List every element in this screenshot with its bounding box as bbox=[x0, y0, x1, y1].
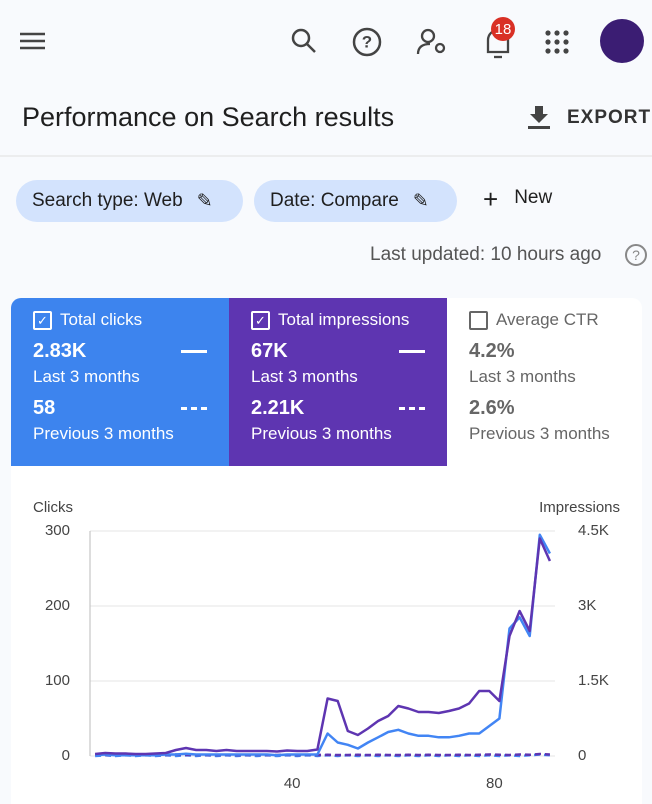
x-tick-label: 80 bbox=[486, 775, 503, 792]
help-icon[interactable]: ? bbox=[625, 244, 647, 266]
metric-previous: 58 bbox=[33, 397, 207, 420]
settings-icon[interactable] bbox=[416, 28, 446, 55]
filter-chip[interactable]: Date: Compare ✎ bbox=[254, 180, 457, 222]
apps-icon[interactable] bbox=[545, 30, 569, 54]
legend-solid bbox=[181, 350, 207, 353]
y2-tick-label: 3K bbox=[578, 597, 596, 614]
metric-label: Total clicks bbox=[60, 310, 143, 329]
legend-solid bbox=[399, 350, 425, 353]
metric-period: Last 3 months bbox=[33, 367, 140, 386]
page-title: Performance on Search results bbox=[22, 102, 395, 132]
y-tick-label: 300 bbox=[45, 522, 70, 539]
y2-tick-label: 0 bbox=[578, 747, 586, 764]
export-button[interactable]: EXPORT bbox=[567, 107, 652, 128]
metric-card[interactable]: Average CTR 4.2% Last 3 months 2.6% Previous… bbox=[447, 298, 642, 466]
plus-icon: + bbox=[483, 184, 499, 214]
metric-label: Total impressions bbox=[278, 310, 410, 329]
filter-text: Search type: Web bbox=[32, 190, 183, 211]
metric-label: Average CTR bbox=[496, 310, 599, 329]
metric-card[interactable]: ✓ Total clicks 2.83K Last 3 months 58 Previou… bbox=[11, 298, 229, 466]
legend-dashed bbox=[181, 407, 207, 410]
badge bbox=[491, 17, 515, 41]
y-tick-label: 200 bbox=[45, 597, 70, 614]
metric-previous: 2.21K bbox=[251, 397, 425, 420]
legend-dashed bbox=[399, 407, 425, 410]
y-axis-label: Clicks bbox=[33, 499, 73, 516]
y-tick-label: 100 bbox=[45, 672, 70, 689]
edit-icon: ✎ bbox=[196, 190, 213, 212]
notification-count: 18 bbox=[495, 21, 512, 38]
metric-current: 4.2% bbox=[469, 340, 515, 362]
metric-label-row: Average CTR bbox=[469, 310, 620, 330]
top-bar: ? 18 bbox=[0, 17, 652, 157]
checkbox: ✓ bbox=[251, 310, 270, 330]
series-line bbox=[95, 533, 551, 757]
help-icon[interactable]: ? bbox=[352, 27, 382, 57]
download-icon bbox=[528, 106, 550, 129]
avatar[interactable] bbox=[600, 19, 644, 63]
search-icon[interactable] bbox=[291, 28, 316, 53]
metric-period: Last 3 months bbox=[251, 367, 358, 386]
metric-period: Previous 3 months bbox=[33, 424, 174, 443]
metric-current: 2.83K bbox=[33, 340, 207, 363]
edit-icon: ✎ bbox=[412, 190, 429, 212]
metric-period: Last 3 months bbox=[469, 367, 576, 386]
metric-current: 67K bbox=[251, 340, 425, 363]
metric-label-row: ✓ Total clicks bbox=[33, 310, 207, 330]
chart-panel bbox=[11, 466, 642, 804]
y2-tick-label: 1.5K bbox=[578, 672, 609, 689]
x-tick-label: 40 bbox=[284, 775, 301, 792]
checkbox: ✓ bbox=[33, 310, 52, 330]
new-text: New bbox=[514, 187, 553, 208]
y-tick-label: 0 bbox=[62, 747, 70, 764]
menu-icon[interactable] bbox=[20, 32, 45, 50]
metric-label-row: ✓ Total impressions bbox=[251, 310, 425, 330]
checkbox bbox=[469, 310, 488, 330]
filter-chip[interactable]: Search type: Web ✎ bbox=[16, 180, 243, 222]
metric-period: Previous 3 months bbox=[469, 424, 610, 443]
series-line bbox=[94, 537, 552, 756]
metric-previous: 2.6% bbox=[469, 397, 515, 419]
chart: Clicks Impressions 0 100 200 300 0 1.5K 3K 4.5K… bbox=[33, 499, 620, 792]
y2-axis-label: Impressions bbox=[539, 499, 620, 516]
y2-tick-label: 4.5K bbox=[578, 522, 609, 539]
metric-card[interactable]: ✓ Total impressions 67K Last 3 months 2.21K P… bbox=[229, 298, 447, 466]
metric-period: Previous 3 months bbox=[251, 424, 392, 443]
filter-text: Date: Compare bbox=[270, 190, 399, 211]
new-button[interactable]: + New bbox=[483, 184, 553, 214]
svg-text:?: ? bbox=[362, 32, 372, 51]
last-updated: Last updated: 10 hours ago bbox=[370, 244, 602, 265]
